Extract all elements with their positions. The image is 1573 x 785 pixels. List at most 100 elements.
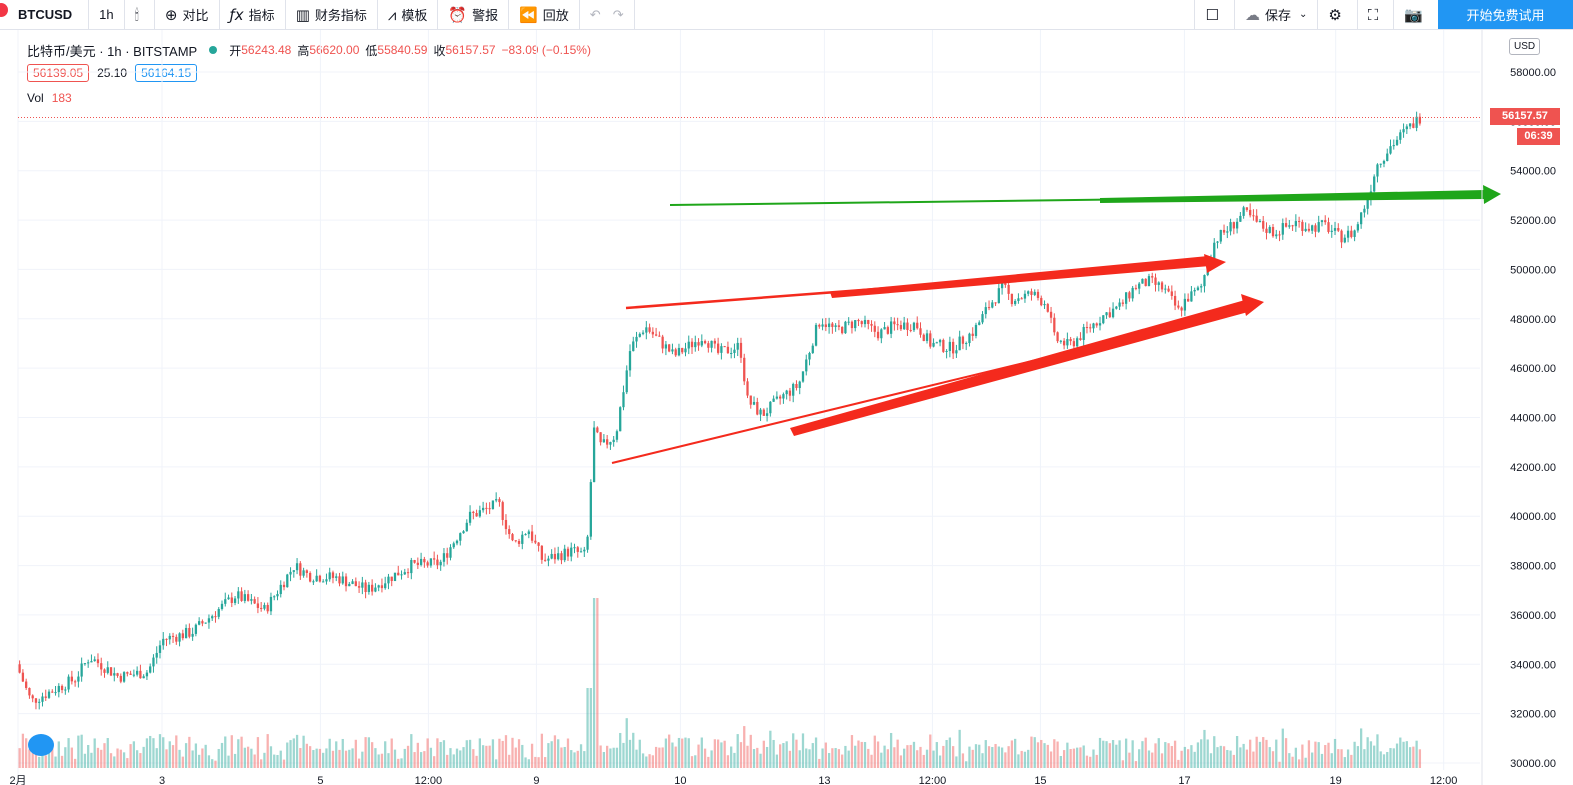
volume-bar: [455, 748, 459, 768]
volume-bar: [1180, 750, 1183, 768]
tradingview-logo-icon[interactable]: [28, 734, 54, 756]
symbol-search-button[interactable]: BTCUSD: [0, 0, 90, 29]
chart-type-button[interactable]: 🕯: [125, 0, 155, 29]
save-button[interactable]: ☁ 保存 ⌄: [1233, 0, 1317, 29]
candle-body: [994, 302, 997, 304]
alert-button[interactable]: ⏰ 警报: [438, 0, 510, 29]
volume-bar: [1366, 737, 1369, 768]
candle-body: [1040, 297, 1043, 306]
volume-bar: [318, 748, 322, 768]
candle-body: [1193, 290, 1196, 292]
volume-bar: [524, 757, 527, 768]
price-tick-label: 46000.00: [1510, 363, 1556, 375]
lower-arrowhead-icon[interactable]: [1241, 294, 1264, 316]
candle-body: [286, 574, 289, 588]
candle-body: [429, 558, 433, 566]
volume-bar: [220, 742, 224, 768]
volume-bar: [491, 739, 495, 768]
volume-bar: [374, 748, 377, 768]
settings-button[interactable]: ⚙: [1317, 0, 1356, 29]
candle-body: [498, 499, 501, 503]
fullscreen-button[interactable]: ⛶: [1356, 0, 1394, 29]
candle-body: [1284, 223, 1288, 227]
currency-badge[interactable]: USD: [1509, 38, 1541, 55]
candle-body: [906, 322, 909, 330]
volume-bar: [935, 742, 938, 768]
candle-body: [707, 343, 710, 348]
candle-body: [1226, 231, 1229, 233]
candle-body: [948, 341, 952, 351]
ask-price[interactable]: 56164.15: [135, 64, 198, 82]
compare-button[interactable]: ⊕ 对比: [155, 0, 220, 29]
candle-body: [1301, 221, 1304, 231]
volume-bar: [543, 757, 547, 768]
volume-bar: [1314, 741, 1317, 768]
volume-bar: [331, 750, 335, 768]
volume-bar: [1092, 749, 1095, 768]
price-chart[interactable]: 58000.0056000.0054000.0052000.0050000.00…: [0, 30, 1573, 785]
green-arrowhead-icon[interactable]: [1483, 185, 1501, 204]
time-tick-label: 9: [533, 775, 539, 785]
volume-bar: [1324, 745, 1327, 768]
candle-body: [1167, 288, 1170, 292]
volume-bar: [1239, 747, 1242, 768]
upper-arrowhead-icon[interactable]: [1204, 254, 1226, 273]
volume-bar: [795, 739, 798, 768]
candle-body: [788, 390, 792, 396]
volume-bar: [1389, 748, 1392, 768]
candle-body: [870, 323, 873, 326]
volume-bar: [592, 598, 596, 768]
candle-body: [129, 673, 132, 675]
candle-body: [674, 349, 677, 356]
start-free-trial-button[interactable]: 开始免费试用: [1438, 0, 1573, 29]
candle-body: [38, 701, 41, 703]
volume-bar: [1193, 751, 1196, 768]
candle-body: [18, 664, 21, 673]
volume-bar: [64, 747, 67, 768]
volume-bar: [1395, 743, 1399, 768]
candle-body: [462, 531, 465, 534]
indicators-button[interactable]: ƒx 指标: [220, 0, 286, 29]
candle-body: [602, 439, 606, 443]
price-axis[interactable]: 58000.0056000.0054000.0052000.0050000.00…: [1481, 30, 1556, 785]
drawing-annotations[interactable]: [611, 185, 1501, 464]
time-axis[interactable]: 2月 3 5 12:00 9 10 13 12:00 15 17 19 12:00: [9, 775, 1457, 785]
candle-body: [1147, 276, 1151, 287]
candle-body: [576, 547, 579, 552]
upper-arrow[interactable]: [830, 256, 1210, 298]
lower-arrow[interactable]: [790, 300, 1248, 436]
interval-button[interactable]: 1h: [89, 0, 125, 29]
high-value: 56620.00: [309, 43, 360, 57]
volume-bar: [1144, 737, 1147, 768]
candle-body: [1102, 315, 1105, 324]
volume-bar: [1017, 754, 1020, 768]
volume-bar: [889, 732, 893, 768]
candle-body: [553, 553, 557, 560]
volume-label[interactable]: Vol: [27, 91, 44, 105]
green-arrow[interactable]: [1100, 190, 1485, 203]
candle-body: [527, 531, 530, 535]
volume-bar: [155, 748, 158, 768]
candle-body: [628, 351, 632, 371]
candle-body: [1030, 291, 1033, 295]
candle-body: [543, 559, 547, 561]
bid-price[interactable]: 56139.05: [27, 64, 90, 82]
volume-bar: [1399, 737, 1402, 768]
replay-button[interactable]: ⏪ 回放: [509, 0, 580, 29]
candle-body: [1183, 298, 1187, 311]
layout-button[interactable]: ☐: [1194, 0, 1233, 29]
templates-button[interactable]: ⩘ 模板: [378, 0, 439, 29]
candle-body: [697, 342, 700, 346]
financials-button[interactable]: ▥ 财务指标: [286, 0, 378, 29]
candle-body: [377, 585, 380, 588]
volume-bar: [674, 746, 677, 768]
undo-icon[interactable]: ↶: [589, 6, 601, 22]
candle-body: [371, 584, 374, 592]
redo-icon[interactable]: ↷: [612, 6, 624, 22]
volume-bar: [237, 739, 240, 768]
volume-bar: [1356, 746, 1360, 768]
legend-title[interactable]: 比特币/美元 · 1h · BITSTAMP: [27, 43, 198, 59]
volume-bar: [1288, 753, 1291, 768]
snapshot-button[interactable]: 📷: [1393, 0, 1438, 29]
volume-bar: [103, 743, 106, 768]
